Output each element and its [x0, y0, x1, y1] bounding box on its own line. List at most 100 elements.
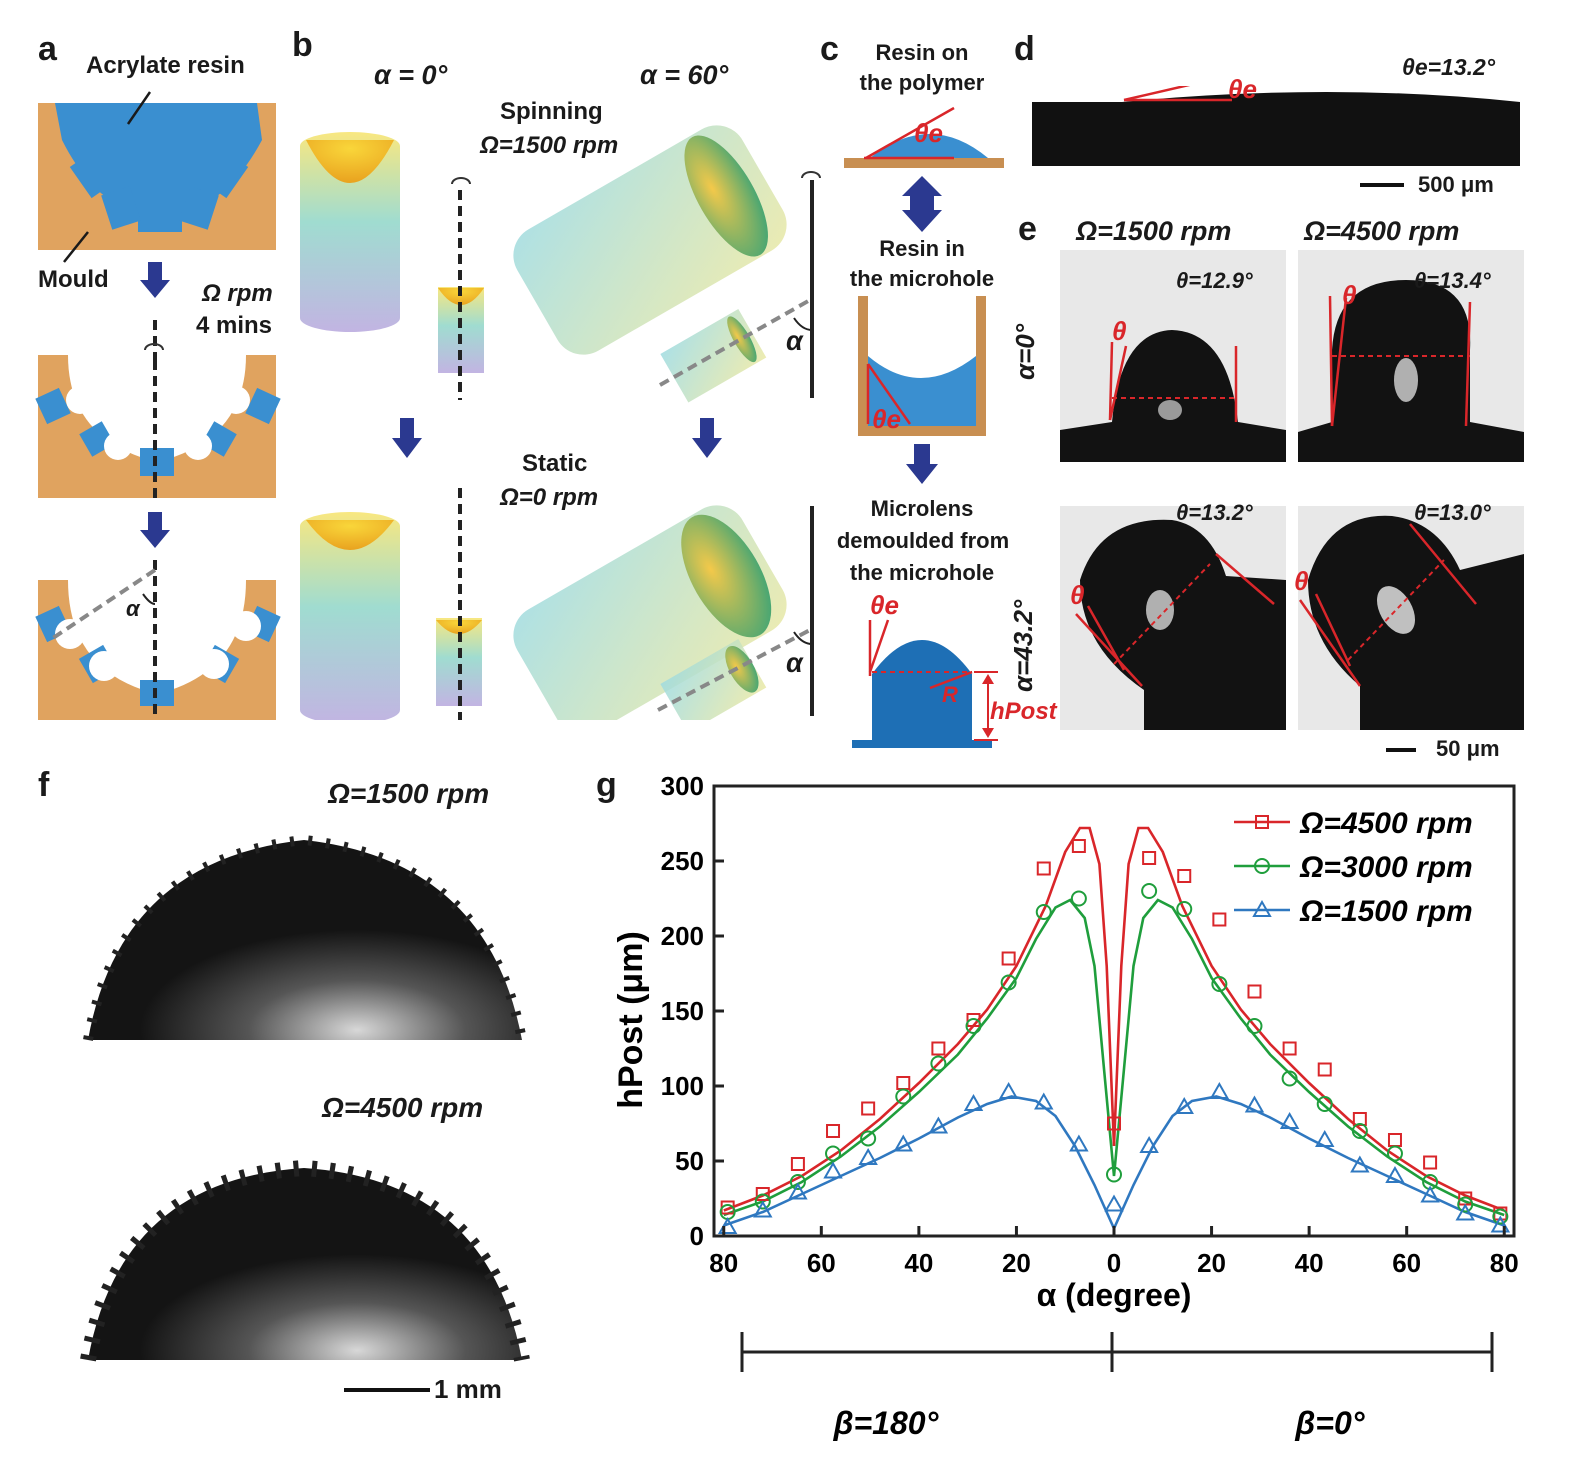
step1-line2: the polymer — [859, 70, 985, 95]
data-point-series-2 — [1420, 1185, 1440, 1203]
h-post-label: hPost — [990, 698, 1057, 725]
panel-letter-g: g — [596, 766, 617, 804]
e-theta-1: θ — [1112, 316, 1127, 346]
e-angle-1: θ=12.9° — [1176, 268, 1253, 293]
data-point-series-1 — [1141, 883, 1158, 899]
y-tick-label: 150 — [661, 996, 704, 1026]
duration-label: 4 mins — [196, 312, 273, 339]
fit-line-series-1 — [723, 898, 1505, 1217]
x-tick-label: 60 — [1392, 1248, 1421, 1278]
data-point-series-0 — [1212, 912, 1227, 927]
y-tick-label: 300 — [661, 771, 704, 801]
data-point-series-2 — [1315, 1129, 1335, 1147]
e-col1-label: Ω=1500 rpm — [1076, 216, 1232, 246]
f-top-label: Ω=1500 rpm — [328, 778, 490, 809]
data-point-series-0 — [1282, 1041, 1297, 1056]
scale-f: 1 mm — [434, 1374, 502, 1404]
y-tick-label: 100 — [661, 1071, 704, 1101]
data-point-series-2 — [1279, 1111, 1300, 1129]
legend-marker — [1254, 858, 1270, 874]
data-point-series-0 — [861, 1101, 876, 1116]
e-col2-label: Ω=4500 rpm — [1304, 216, 1460, 246]
beta-bracket — [740, 1332, 1494, 1372]
step3-line2: demoulded from — [836, 528, 1010, 553]
data-point-series-0 — [1177, 869, 1192, 883]
panel-letter-b: b — [292, 26, 313, 64]
omega-rpm-label: Ω rpm — [202, 280, 273, 307]
x-tick-label: 80 — [709, 1248, 738, 1278]
alpha-symbol-a: α — [126, 596, 140, 621]
y-tick-label: 250 — [661, 846, 704, 876]
data-point-series-1 — [1070, 890, 1087, 907]
data-point-series-1 — [1106, 1166, 1122, 1183]
step2-line1: Resin in — [879, 236, 965, 261]
data-point-series-0 — [1001, 951, 1016, 966]
data-point-series-1 — [895, 1088, 912, 1105]
scale-bar-d — [1360, 183, 1404, 187]
data-point-series-1 — [1176, 901, 1193, 917]
e-theta-4: θ — [1294, 566, 1309, 596]
data-point-series-2 — [823, 1161, 843, 1179]
y-tick-label: 0 — [690, 1221, 704, 1251]
data-point-series-2 — [1139, 1135, 1159, 1153]
scale-d: 500 μm — [1418, 172, 1494, 197]
data-point-series-2 — [1069, 1134, 1089, 1152]
panel-letter-e: e — [1018, 210, 1037, 248]
panel-letter-c: c — [820, 30, 839, 68]
data-point-series-0 — [931, 1041, 946, 1056]
radius-label: R — [942, 682, 958, 707]
y-axis-label: hPost (μm) — [612, 931, 650, 1109]
data-point-series-1 — [930, 1055, 947, 1072]
legend-marker — [1252, 899, 1272, 917]
x-tick-label: 0 — [1107, 1248, 1121, 1278]
data-point-series-1 — [1457, 1196, 1474, 1213]
legend-marker — [1255, 815, 1269, 829]
panel-b-illustration — [300, 125, 821, 720]
x-axis-label: α (degree) — [1037, 1277, 1192, 1313]
data-point-series-0 — [1142, 851, 1157, 865]
step3-line1: Microlens — [870, 496, 974, 521]
acrylate-resin-label: Acrylate resin — [86, 52, 245, 79]
x-tick-label: 80 — [1490, 1248, 1519, 1278]
alpha-0-label: α = 0° — [374, 60, 448, 90]
step3-line3: the microhole — [849, 560, 995, 585]
data-point-series-2 — [1244, 1095, 1265, 1113]
data-point-series-2 — [893, 1134, 913, 1152]
data-point-series-0 — [966, 1013, 981, 1027]
contact-angle-d: θe=13.2° — [1402, 54, 1496, 80]
data-point-series-1 — [1035, 904, 1052, 920]
data-point-series-2 — [1385, 1165, 1405, 1183]
panel-letter-a: a — [38, 30, 57, 68]
beta-right-label: β=0° — [1294, 1405, 1364, 1441]
data-point-series-0 — [1071, 839, 1086, 853]
x-tick-label: 20 — [1002, 1248, 1031, 1278]
x-tick-label: 40 — [904, 1248, 933, 1278]
data-point-series-1 — [1000, 974, 1017, 991]
data-point-series-1 — [754, 1193, 771, 1210]
data-point-series-2 — [788, 1182, 808, 1200]
y-tick-label: 200 — [661, 921, 704, 951]
data-point-series-2 — [1104, 1194, 1124, 1212]
data-point-series-2 — [858, 1147, 878, 1165]
data-point-series-0 — [1107, 1116, 1121, 1131]
data-point-series-0 — [826, 1124, 841, 1138]
step2-line2: the microhole — [849, 266, 995, 291]
theta-e-d: θe — [1228, 74, 1257, 104]
panel-f-images — [80, 834, 530, 1362]
data-point-series-2 — [1350, 1155, 1370, 1173]
data-point-series-2 — [928, 1116, 949, 1134]
scale-bar-e — [1386, 748, 1416, 752]
step1-line1: Resin on — [875, 40, 969, 65]
static-label: Static — [522, 450, 588, 477]
data-point-series-1 — [789, 1174, 806, 1190]
theta-e-c3: θe — [870, 590, 899, 620]
data-point-series-1 — [1211, 976, 1228, 992]
data-point-series-1 — [1351, 1123, 1368, 1139]
data-point-series-1 — [1281, 1070, 1298, 1087]
data-point-series-2 — [963, 1093, 984, 1111]
x-tick-label: 20 — [1197, 1248, 1226, 1278]
beta-left-label: β=180° — [833, 1405, 939, 1441]
e-angle-4: θ=13.0° — [1414, 500, 1491, 525]
legend-label: Ω=1500 rpm — [1299, 895, 1473, 928]
